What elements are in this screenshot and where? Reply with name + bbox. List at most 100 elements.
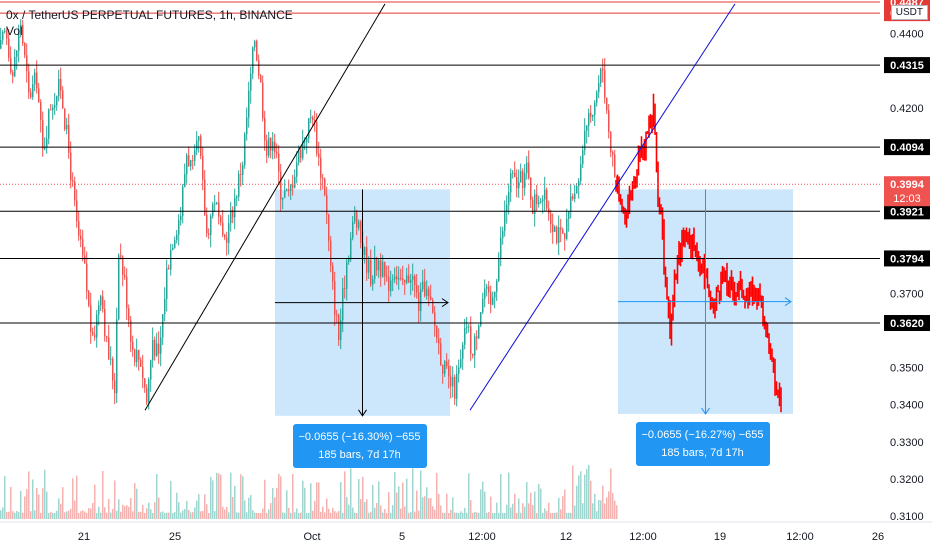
candle-body — [94, 334, 96, 338]
candle-body — [466, 327, 468, 329]
current-price-tag — [884, 176, 930, 207]
volume-bar — [242, 476, 244, 519]
volume-bar — [524, 506, 526, 519]
candle-body — [122, 256, 124, 275]
volume-bar — [120, 511, 122, 519]
candle-body — [354, 212, 356, 222]
volume-bar — [602, 485, 604, 519]
candle-body — [404, 279, 406, 283]
candle-body — [278, 153, 280, 172]
candle-body — [426, 288, 428, 296]
candle-body — [572, 196, 574, 199]
volume-bar — [288, 507, 290, 519]
candle-body — [472, 353, 474, 356]
candle-body — [136, 350, 138, 363]
volume-bar — [580, 471, 582, 519]
candle-body — [14, 56, 16, 77]
volume-bar — [48, 513, 50, 519]
volume-bar — [482, 481, 484, 519]
x-tick-label: 5 — [399, 531, 405, 543]
candle-body — [326, 195, 328, 215]
candle-body — [546, 189, 548, 209]
level-label: 0.3794 — [890, 253, 925, 265]
level-tag — [884, 203, 930, 220]
volume-bar — [306, 512, 308, 519]
volume-bar — [220, 474, 222, 519]
volume-bar — [74, 500, 76, 519]
candle-body — [336, 314, 338, 316]
volume-bar — [210, 476, 212, 519]
y-tick-label: 0.3500 — [890, 363, 924, 375]
candle-body — [490, 292, 492, 305]
candle-body — [376, 258, 378, 271]
volume-bar — [380, 505, 382, 519]
candle-body — [194, 150, 196, 161]
candle-body — [590, 112, 592, 117]
candle-body — [506, 204, 508, 212]
candle-body — [582, 150, 584, 165]
volume-bar — [208, 512, 210, 519]
candle-body — [132, 341, 134, 350]
trendline-0 — [144, 3, 386, 411]
volume-bar — [598, 499, 600, 519]
candle-body — [102, 296, 104, 309]
candle-body — [338, 315, 340, 341]
volume-bar — [30, 511, 32, 519]
volume-bar — [530, 492, 532, 519]
chart-header: 0x / TetherUS PERPETUAL FUTURES, 1h, BIN… — [6, 8, 293, 38]
candle-body — [468, 326, 470, 328]
volume-bar — [248, 497, 250, 519]
volume-bar — [180, 512, 182, 519]
candle-body — [396, 276, 398, 280]
volume-bar — [450, 509, 452, 519]
volume-bar — [234, 485, 236, 519]
volume-bar — [124, 506, 126, 519]
candle-body — [74, 181, 76, 201]
currency-badge[interactable]: USDT — [890, 5, 928, 20]
volume-bar — [150, 509, 152, 519]
candle-body — [112, 358, 114, 381]
candle-body — [316, 121, 318, 154]
volume-bar — [82, 510, 84, 519]
candle-body — [72, 180, 74, 182]
candle-body — [412, 276, 414, 280]
volume-bar — [192, 512, 194, 519]
candle-body — [462, 344, 464, 359]
volume-bar — [302, 480, 304, 519]
volume-bar — [290, 512, 292, 519]
candle-body — [188, 155, 190, 167]
y-tick-label: 0.3700 — [890, 288, 924, 300]
candle-body — [22, 24, 24, 44]
candle-body — [602, 68, 604, 71]
volume-bar — [194, 507, 196, 519]
candle-body — [150, 360, 152, 380]
volume-bar — [478, 512, 480, 519]
volume-bar — [536, 512, 538, 519]
level-label: 0.3620 — [890, 318, 924, 330]
candle-body — [198, 136, 200, 141]
volume-bar — [428, 498, 430, 519]
volume-bar — [46, 491, 48, 519]
volume-bar — [584, 474, 586, 519]
volume-bar — [238, 512, 240, 519]
volume-bar — [108, 498, 110, 519]
candle-body — [470, 326, 472, 354]
candle-body — [68, 124, 70, 153]
candle-body — [124, 274, 126, 277]
candle-body — [100, 296, 102, 306]
volume-bar — [166, 512, 168, 519]
volume-bar — [448, 512, 450, 519]
candle-body — [156, 343, 158, 356]
candle-body — [82, 239, 84, 256]
candle-body — [196, 140, 198, 151]
candle-body — [180, 215, 182, 221]
volume-bar — [292, 474, 294, 519]
volume-bar — [146, 508, 148, 519]
candle-body — [594, 102, 596, 115]
volume-bar — [464, 507, 466, 519]
volume-bar — [286, 490, 288, 519]
measure-h-arrow — [441, 298, 449, 308]
volume-bar — [444, 512, 446, 519]
